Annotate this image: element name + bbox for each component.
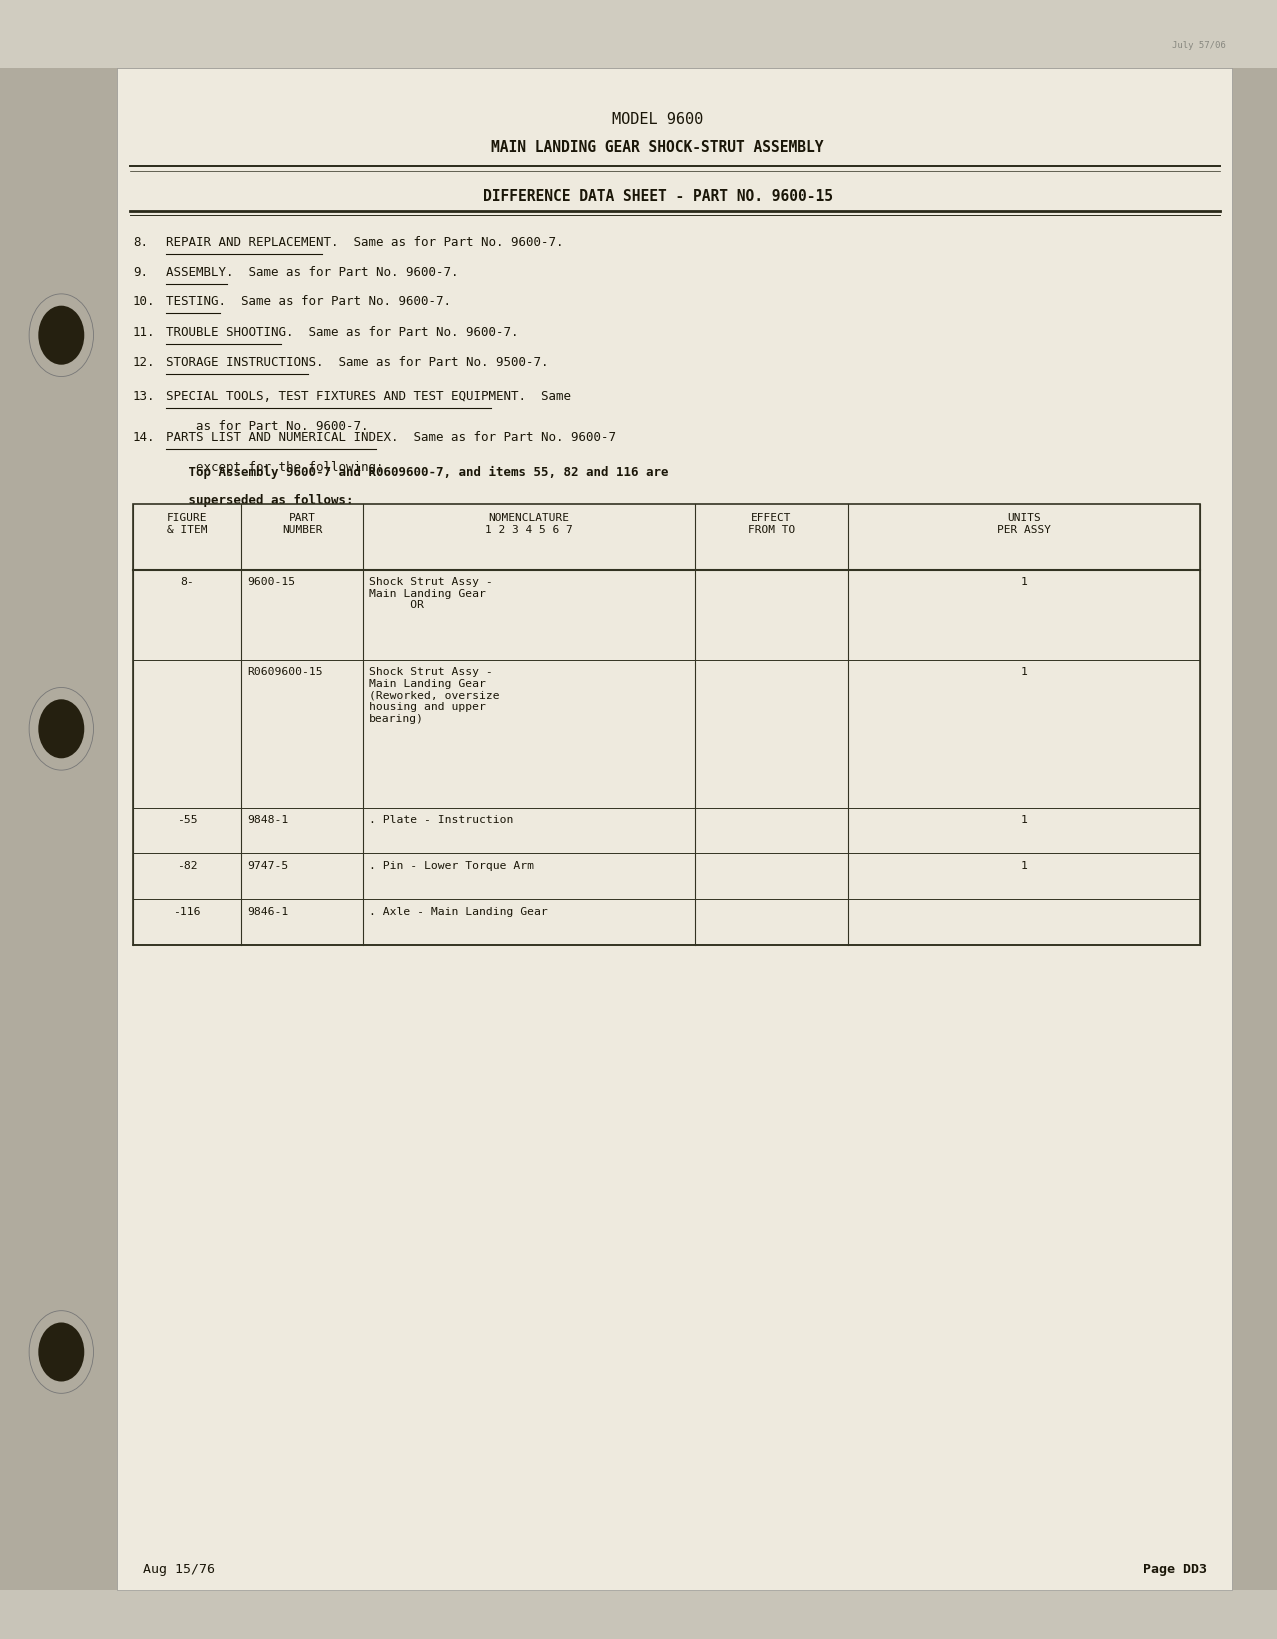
Text: July 57/06: July 57/06 xyxy=(1172,41,1226,51)
Text: 8.: 8. xyxy=(133,236,148,249)
Text: NOMENCLATURE
1 2 3 4 5 6 7: NOMENCLATURE 1 2 3 4 5 6 7 xyxy=(485,513,572,534)
Circle shape xyxy=(29,295,93,377)
Text: 11.: 11. xyxy=(133,326,156,339)
Circle shape xyxy=(29,1311,93,1393)
Text: 1: 1 xyxy=(1020,860,1028,870)
Text: PART
NUMBER: PART NUMBER xyxy=(282,513,322,534)
Circle shape xyxy=(38,700,84,759)
Text: . Pin - Lower Torque Arm: . Pin - Lower Torque Arm xyxy=(369,860,534,870)
Text: 9600-15: 9600-15 xyxy=(248,577,296,587)
Text: -55: -55 xyxy=(176,815,198,824)
Circle shape xyxy=(38,306,84,365)
Text: 1: 1 xyxy=(1020,815,1028,824)
Text: 1: 1 xyxy=(1020,577,1028,587)
Text: Shock Strut Assy -
Main Landing Gear
(Reworked, oversize
housing and upper
beari: Shock Strut Assy - Main Landing Gear (Re… xyxy=(369,667,499,723)
Text: 9848-1: 9848-1 xyxy=(248,815,289,824)
Text: Aug 15/76: Aug 15/76 xyxy=(143,1562,215,1575)
Text: . Axle - Main Landing Gear: . Axle - Main Landing Gear xyxy=(369,906,548,916)
Text: as for Part No. 9600-7.: as for Part No. 9600-7. xyxy=(166,420,369,433)
Text: TROUBLE SHOOTING.  Same as for Part No. 9600-7.: TROUBLE SHOOTING. Same as for Part No. 9… xyxy=(166,326,518,339)
Circle shape xyxy=(29,688,93,770)
Text: ASSEMBLY.  Same as for Part No. 9600-7.: ASSEMBLY. Same as for Part No. 9600-7. xyxy=(166,266,458,279)
Text: 9747-5: 9747-5 xyxy=(248,860,289,870)
Text: superseded as follows:: superseded as follows: xyxy=(166,493,354,506)
Text: 10.: 10. xyxy=(133,295,156,308)
Text: 1: 1 xyxy=(1020,667,1028,677)
Text: Page DD3: Page DD3 xyxy=(1143,1562,1207,1575)
Text: FIGURE
& ITEM: FIGURE & ITEM xyxy=(167,513,207,534)
Text: 13.: 13. xyxy=(133,390,156,403)
Text: R0609600-15: R0609600-15 xyxy=(248,667,323,677)
Text: REPAIR AND REPLACEMENT.  Same as for Part No. 9600-7.: REPAIR AND REPLACEMENT. Same as for Part… xyxy=(166,236,563,249)
Text: 8-: 8- xyxy=(180,577,194,587)
Text: PARTS LIST AND NUMERICAL INDEX.  Same as for Part No. 9600-7: PARTS LIST AND NUMERICAL INDEX. Same as … xyxy=(166,431,616,444)
Text: 9.: 9. xyxy=(133,266,148,279)
Text: DIFFERENCE DATA SHEET - PART NO. 9600-15: DIFFERENCE DATA SHEET - PART NO. 9600-15 xyxy=(483,188,833,205)
Text: -116: -116 xyxy=(174,906,200,916)
Text: TESTING.  Same as for Part No. 9600-7.: TESTING. Same as for Part No. 9600-7. xyxy=(166,295,451,308)
Bar xyxy=(117,69,1232,1590)
Circle shape xyxy=(38,1323,84,1382)
Text: 9846-1: 9846-1 xyxy=(248,906,289,916)
Text: 12.: 12. xyxy=(133,356,156,369)
Bar xyxy=(0,0,1277,69)
Bar xyxy=(0,1590,1277,1639)
Bar xyxy=(133,505,1200,946)
Text: MAIN LANDING GEAR SHOCK-STRUT ASSEMBLY: MAIN LANDING GEAR SHOCK-STRUT ASSEMBLY xyxy=(492,139,824,156)
Text: Shock Strut Assy -
Main Landing Gear
      OR: Shock Strut Assy - Main Landing Gear OR xyxy=(369,577,493,610)
Text: -82: -82 xyxy=(176,860,198,870)
Text: MODEL 9600: MODEL 9600 xyxy=(612,111,704,128)
Text: 14.: 14. xyxy=(133,431,156,444)
Text: EFFECT
FROM TO: EFFECT FROM TO xyxy=(747,513,796,534)
Text: Top Assembly 9600-7 and R0609600-7, and items 55, 82 and 116 are: Top Assembly 9600-7 and R0609600-7, and … xyxy=(166,465,669,479)
Text: UNITS
PER ASSY: UNITS PER ASSY xyxy=(997,513,1051,534)
Text: STORAGE INSTRUCTIONS.  Same as for Part No. 9500-7.: STORAGE INSTRUCTIONS. Same as for Part N… xyxy=(166,356,549,369)
Text: except for the following:: except for the following: xyxy=(166,461,383,474)
Text: . Plate - Instruction: . Plate - Instruction xyxy=(369,815,513,824)
Text: SPECIAL TOOLS, TEST FIXTURES AND TEST EQUIPMENT.  Same: SPECIAL TOOLS, TEST FIXTURES AND TEST EQ… xyxy=(166,390,571,403)
